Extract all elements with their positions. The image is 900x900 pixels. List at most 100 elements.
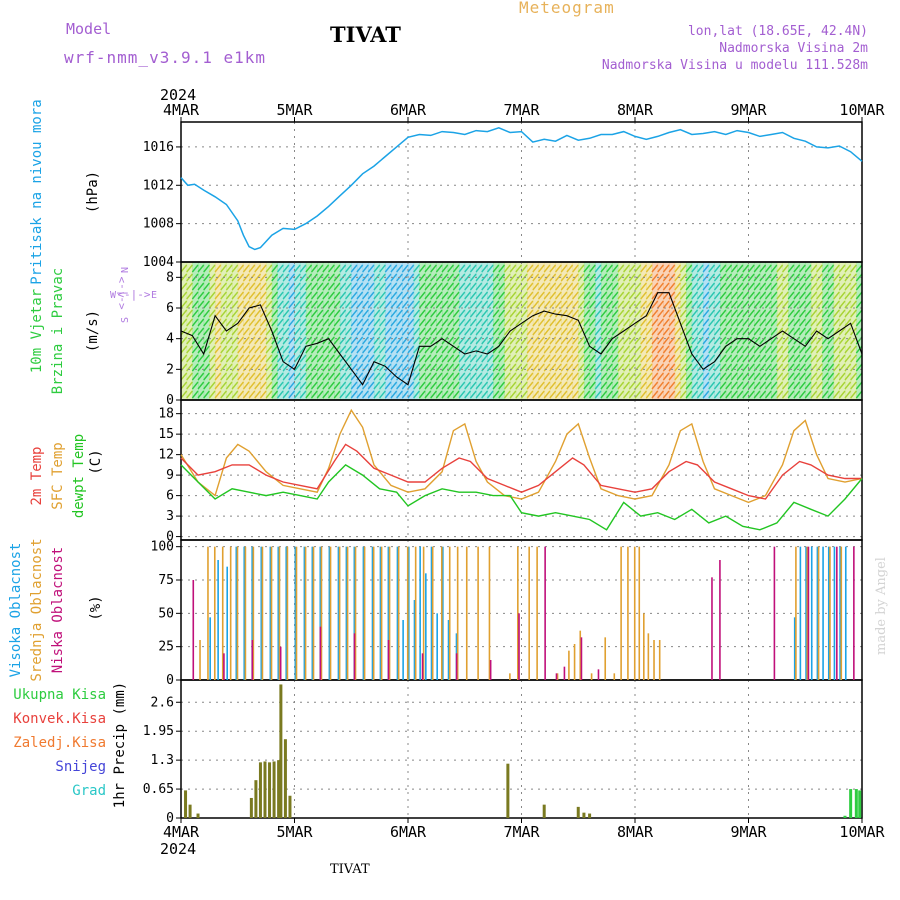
wind-barb xyxy=(532,264,540,273)
wind-barb xyxy=(838,309,846,318)
wind-barb xyxy=(390,381,398,390)
wind-barb xyxy=(572,264,579,273)
wind-barb xyxy=(288,381,296,390)
wind-barb xyxy=(560,354,568,363)
wind-barb xyxy=(339,318,347,327)
wind-barb xyxy=(464,282,471,291)
wind-barb xyxy=(589,390,596,399)
wind-barb xyxy=(276,264,284,273)
wind-barb xyxy=(299,273,307,282)
wind-barb xyxy=(617,282,625,291)
wind-barb xyxy=(237,345,244,354)
wind-barb xyxy=(696,354,704,363)
wind-barb xyxy=(611,381,619,390)
wind-barb xyxy=(231,264,239,273)
wind-barb xyxy=(782,273,789,282)
wind-barb xyxy=(855,327,863,336)
wind-barb xyxy=(367,390,375,399)
wind-barb xyxy=(503,318,511,327)
wind-barb xyxy=(838,264,846,273)
wind-barb xyxy=(350,372,358,381)
wind-barb xyxy=(640,354,647,363)
wind-barb xyxy=(776,264,784,273)
wind-barb xyxy=(662,309,670,318)
wind-barb xyxy=(203,291,210,300)
wind-barb xyxy=(844,309,852,318)
wind-barb xyxy=(668,381,676,390)
wind-barb xyxy=(316,381,324,390)
wind-barb xyxy=(640,291,647,300)
wind-barb xyxy=(396,336,403,345)
wind-barb xyxy=(537,354,545,363)
wind-barb xyxy=(532,363,540,372)
wind-axis-title-1: 10m Vjetar xyxy=(29,289,45,373)
wind-barb xyxy=(259,390,267,399)
wind-barb xyxy=(203,390,210,399)
wind-barb xyxy=(742,372,750,381)
y-tick-label: 1012 xyxy=(143,178,174,193)
wind-barb xyxy=(793,354,801,363)
wind-barb xyxy=(838,291,846,300)
wind-barb xyxy=(424,291,432,300)
wind-barb xyxy=(572,381,579,390)
wind-barb xyxy=(645,363,653,372)
wind-barb xyxy=(583,318,591,327)
y-tick-label: 2.6 xyxy=(151,695,174,710)
wind-barb xyxy=(606,264,613,273)
wind-barb xyxy=(747,318,755,327)
wind-barb xyxy=(827,354,835,363)
wind-barb xyxy=(458,363,466,372)
wind-barb xyxy=(396,264,403,273)
wind-barb xyxy=(430,309,437,318)
wind-barb xyxy=(696,363,704,372)
wind-barb xyxy=(833,273,840,282)
wind-barb xyxy=(594,363,602,372)
wind-barb xyxy=(759,282,767,291)
wind-barb xyxy=(708,363,715,372)
wind-barb xyxy=(645,390,653,399)
wind-barb xyxy=(651,354,659,363)
wind-barb xyxy=(713,327,721,336)
wind-barb xyxy=(685,273,693,282)
year-label-bottom: 2024 xyxy=(160,840,196,858)
wind-barb xyxy=(390,291,398,300)
high-cloud-bar xyxy=(839,546,841,680)
wind-barb xyxy=(231,345,239,354)
wind-barb xyxy=(441,264,449,273)
wind-barb xyxy=(197,309,205,318)
wind-barb xyxy=(628,345,636,354)
wind-barb xyxy=(367,327,375,336)
wind-barb xyxy=(271,345,279,354)
wind-barb xyxy=(827,381,835,390)
wind-barb xyxy=(259,273,267,282)
wind-barb xyxy=(271,282,279,291)
wind-barb xyxy=(316,300,324,309)
wind-barb xyxy=(730,381,738,390)
wind-barb xyxy=(725,291,733,300)
wind-barb xyxy=(186,354,193,363)
wind-barb xyxy=(685,354,693,363)
wind-barb xyxy=(770,264,778,273)
wind-barb xyxy=(503,363,511,372)
wind-barb xyxy=(322,282,330,291)
precip-bar xyxy=(582,812,586,818)
wind-barb xyxy=(537,273,545,282)
wind-barb xyxy=(787,291,795,300)
wind-barb xyxy=(276,327,284,336)
wind-barb xyxy=(356,354,364,363)
wind-barb xyxy=(855,282,863,291)
wind-barb xyxy=(367,282,375,291)
wind-barb xyxy=(271,300,279,309)
wind-barb xyxy=(214,354,222,363)
wind-barb xyxy=(543,318,551,327)
wind-barb xyxy=(418,264,426,273)
high-cloud-bar xyxy=(226,566,228,680)
wind-barb xyxy=(804,309,812,318)
wind-barb xyxy=(520,381,528,390)
low-cloud-bar xyxy=(251,640,254,680)
wind-barb xyxy=(730,309,738,318)
y-tick-label: 75 xyxy=(158,573,174,588)
wind-barb xyxy=(469,372,477,381)
pressure-line xyxy=(180,126,863,251)
wind-barb xyxy=(804,300,812,309)
